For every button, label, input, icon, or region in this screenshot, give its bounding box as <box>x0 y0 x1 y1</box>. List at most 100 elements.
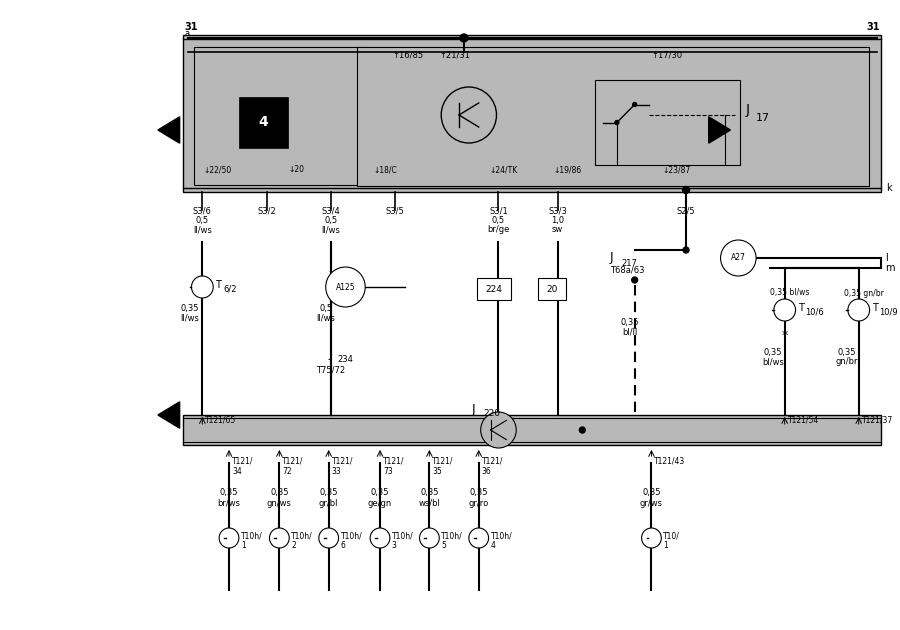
Text: 1,0: 1,0 <box>551 215 564 224</box>
Text: S3/2: S3/2 <box>257 207 276 216</box>
Text: 0,35: 0,35 <box>838 348 856 357</box>
Text: br/ge: br/ge <box>487 226 509 234</box>
Text: 0,35: 0,35 <box>620 318 639 326</box>
Circle shape <box>469 528 489 548</box>
Circle shape <box>683 247 689 253</box>
Text: 2: 2 <box>292 541 296 549</box>
Bar <box>238 97 288 148</box>
Circle shape <box>721 240 756 276</box>
Text: 0,35 gn/br: 0,35 gn/br <box>844 289 884 297</box>
Text: T121/: T121/ <box>332 457 353 466</box>
Text: ↓22/50: ↓22/50 <box>203 166 231 175</box>
Text: T10h/: T10h/ <box>340 532 363 541</box>
Text: S3/1: S3/1 <box>489 207 508 216</box>
Text: ws/bl: ws/bl <box>418 498 440 508</box>
Circle shape <box>481 412 517 448</box>
Text: gr/ro: gr/ro <box>469 498 489 508</box>
Text: gr/bl: gr/bl <box>319 498 338 508</box>
Text: bl/ws: bl/ws <box>762 357 784 367</box>
Text: T121/54: T121/54 <box>788 416 819 425</box>
Text: A27: A27 <box>731 253 746 263</box>
Circle shape <box>269 528 289 548</box>
Circle shape <box>774 299 796 321</box>
Text: *: * <box>781 328 788 341</box>
Text: 4: 4 <box>258 115 268 130</box>
Text: ge/gn: ge/gn <box>368 498 392 508</box>
Text: ↓20: ↓20 <box>288 166 304 175</box>
Text: ↓24/TK: ↓24/TK <box>490 166 518 175</box>
Text: S3/4: S3/4 <box>321 207 340 216</box>
Circle shape <box>441 87 497 143</box>
Circle shape <box>192 276 213 298</box>
Text: T121/: T121/ <box>383 457 404 466</box>
Text: T10h/: T10h/ <box>292 532 313 541</box>
Text: T10h/: T10h/ <box>241 532 263 541</box>
Text: ↑17/30: ↑17/30 <box>652 50 682 59</box>
Text: T10h/: T10h/ <box>491 532 512 541</box>
Text: 3: 3 <box>392 541 397 549</box>
Text: ↑21/31: ↑21/31 <box>439 50 470 59</box>
Text: m: m <box>886 263 895 273</box>
Text: 31: 31 <box>866 22 879 32</box>
Bar <box>357 47 868 186</box>
Text: ↑16/85: ↑16/85 <box>392 50 423 59</box>
Text: S3/5: S3/5 <box>385 207 404 216</box>
Bar <box>477 278 511 300</box>
Text: 6/2: 6/2 <box>223 285 237 294</box>
Text: 10/9: 10/9 <box>879 307 898 316</box>
Text: ↓19/86: ↓19/86 <box>554 166 581 175</box>
Text: ll/ws: ll/ws <box>316 314 335 323</box>
Text: 36: 36 <box>482 467 491 476</box>
Bar <box>183 35 881 192</box>
Text: k: k <box>886 183 892 193</box>
Circle shape <box>460 34 468 42</box>
Text: T: T <box>215 280 221 290</box>
Text: ↓23/87: ↓23/87 <box>662 166 690 175</box>
Circle shape <box>682 186 689 193</box>
Text: T: T <box>871 303 877 313</box>
Bar <box>538 278 565 300</box>
Text: 0,35: 0,35 <box>470 488 488 498</box>
Circle shape <box>370 528 390 548</box>
Text: 0,5: 0,5 <box>492 215 505 224</box>
Text: S2/5: S2/5 <box>677 207 696 216</box>
Circle shape <box>419 528 439 548</box>
Bar <box>595 80 741 165</box>
Polygon shape <box>708 117 731 143</box>
Text: J: J <box>328 350 332 360</box>
Circle shape <box>848 299 869 321</box>
Text: 10/6: 10/6 <box>806 307 824 316</box>
Text: 1: 1 <box>241 541 246 549</box>
Text: 0,5: 0,5 <box>196 215 209 224</box>
Text: 220: 220 <box>483 410 500 418</box>
Text: sw: sw <box>552 226 563 234</box>
Text: T121/65: T121/65 <box>205 416 237 425</box>
Text: 31: 31 <box>184 22 198 32</box>
Text: A125: A125 <box>336 282 356 292</box>
Circle shape <box>219 528 238 548</box>
Text: 234: 234 <box>338 355 354 365</box>
Text: gn/br: gn/br <box>835 357 858 367</box>
Text: gn/ws: gn/ws <box>267 498 292 508</box>
Text: T10h/: T10h/ <box>392 532 414 541</box>
Text: 0,35 bl/ws: 0,35 bl/ws <box>770 289 809 297</box>
Text: T121/: T121/ <box>283 457 304 466</box>
Text: T121/43: T121/43 <box>654 457 686 466</box>
Text: 0,35: 0,35 <box>643 488 661 498</box>
Text: J: J <box>745 103 749 117</box>
Text: 73: 73 <box>383 467 392 476</box>
Text: T121/: T121/ <box>232 457 254 466</box>
Text: 0,5: 0,5 <box>324 215 338 224</box>
Circle shape <box>642 528 662 548</box>
Text: 33: 33 <box>332 467 341 476</box>
Text: 0,35: 0,35 <box>763 348 782 357</box>
Text: J: J <box>610 251 614 265</box>
Circle shape <box>580 427 585 433</box>
Text: 0,35: 0,35 <box>220 488 238 498</box>
Text: gr/ws: gr/ws <box>640 498 663 508</box>
Text: ll/ws: ll/ws <box>193 226 212 234</box>
Text: ll/ws: ll/ws <box>321 226 340 234</box>
Circle shape <box>326 267 365 307</box>
Text: ll/ws: ll/ws <box>180 314 199 323</box>
Text: T121/37: T121/37 <box>861 416 893 425</box>
